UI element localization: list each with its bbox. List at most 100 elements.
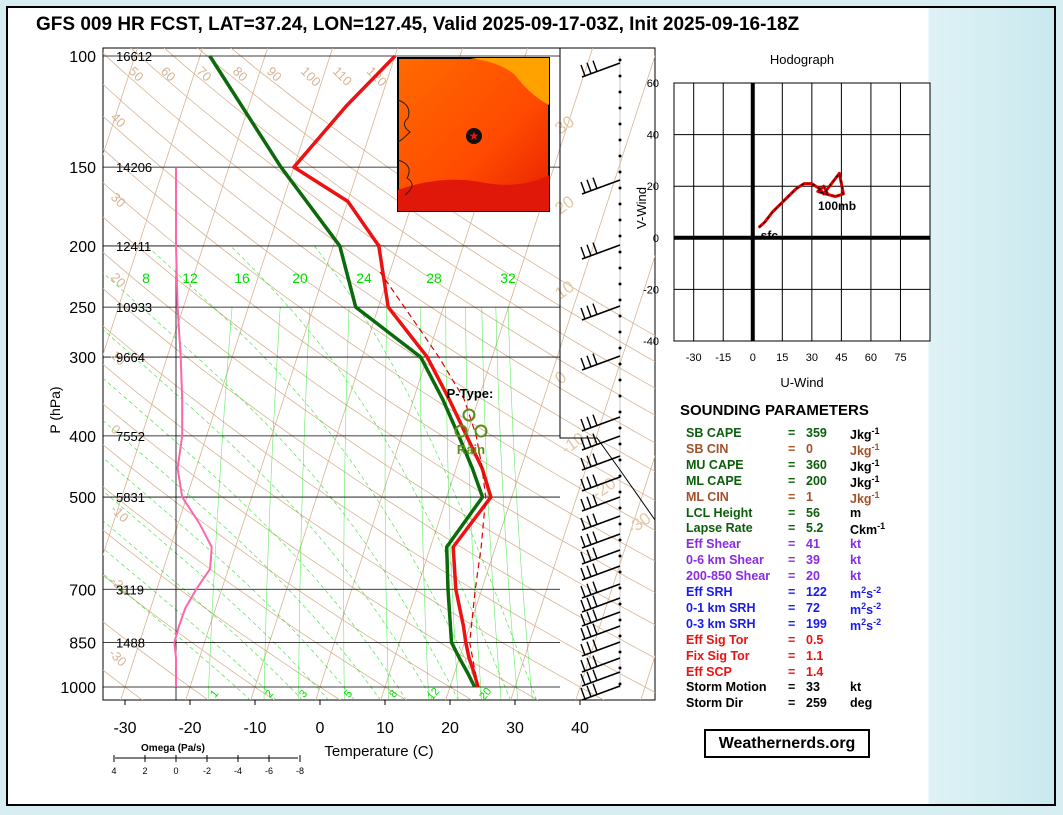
parameter-equals: = (788, 648, 796, 663)
barb-dot (618, 458, 622, 462)
unit-text: deg (850, 696, 873, 711)
hodograph-x-tick-label: 75 (894, 352, 906, 364)
parameter-value: 0.5 (806, 632, 824, 647)
barb-flag (580, 457, 586, 470)
barb-flag (592, 655, 598, 667)
parameter-unit: Jkg-1 (850, 458, 880, 474)
barb-flag (592, 494, 598, 506)
parameter-value: 72 (806, 600, 820, 615)
barb-dot (618, 74, 622, 78)
barb-flag (586, 416, 592, 429)
barb-flag (592, 303, 598, 315)
barb-flag (580, 437, 586, 450)
barb-dot (618, 154, 622, 158)
parameter-unit: m2s-2 (850, 617, 881, 633)
barb-dot (618, 58, 622, 62)
barb-dot (618, 186, 622, 190)
parameter-value: 1.1 (806, 648, 824, 663)
hodograph-line (757, 171, 845, 229)
barb-flag (580, 307, 586, 320)
barb-shaft (581, 455, 621, 471)
mixing-ratio-label: 20 (292, 270, 308, 286)
barb-flag (592, 414, 598, 426)
wind-barbs (559, 48, 656, 701)
mixing-ratio-line (507, 307, 533, 700)
dry-adiabat-line (197, 48, 655, 363)
barb-shaft (581, 496, 621, 512)
omega-axis-label: Omega (Pa/s) (141, 743, 205, 754)
x-tick-label: 10 (376, 720, 394, 737)
barb-shaft (581, 625, 621, 641)
omega-tick-label: -2 (203, 766, 211, 776)
barb-flag (586, 305, 592, 318)
mixing-ratio-label: 12 (182, 270, 198, 286)
barb-flag (586, 685, 592, 698)
moist-adiabat-line (146, 245, 485, 700)
barb-flag (580, 585, 586, 598)
height-label: 12411 (116, 239, 151, 254)
omega-axis: Omega (Pa/s) 4 2 0 -2 -4 -6 -8 (111, 743, 304, 776)
unit-text: Jkg (850, 444, 872, 459)
barb-flag (592, 563, 598, 575)
barb-flag (586, 565, 592, 578)
star-icon: ★ (469, 129, 480, 143)
parameter-value: 5.2 (806, 521, 824, 536)
parameter-unit: m2s-2 (850, 585, 881, 601)
parameter-unit: Jkg-1 (850, 490, 880, 506)
parameter-unit: Jkg-1 (850, 426, 880, 442)
barb-shaft (581, 685, 621, 701)
barb-shaft (581, 597, 621, 613)
wind-barb-icon (580, 453, 621, 471)
parameter-unit: Jkg-1 (850, 474, 880, 490)
barb-flag (580, 181, 586, 194)
unit-exponent: -2 (873, 600, 882, 611)
barb-flag (586, 455, 592, 468)
mixing-ratio-line (343, 307, 350, 700)
temperature-line (292, 54, 493, 688)
isotherm-line (103, 48, 204, 356)
parameter-name: Lapse Rate (686, 521, 753, 536)
parameter-equals: = (788, 632, 796, 647)
inset-map: ★ (397, 57, 550, 212)
barb-flag (592, 433, 598, 445)
hodograph-y-tick-label: 40 (647, 130, 659, 142)
barb-flag (580, 418, 586, 431)
wind-barb-icon (580, 609, 621, 627)
wind-barb-icon (580, 547, 621, 565)
parameter-name: SB CAPE (686, 426, 742, 440)
barb-shaft (581, 355, 621, 371)
wind-barb-icon (580, 563, 621, 581)
parameter-value: 20 (806, 569, 820, 584)
parameter-value: 1.4 (806, 664, 824, 679)
unit-text: Ckm (850, 523, 878, 538)
pressure-tick-label: 100 (69, 49, 96, 66)
barb-shaft (581, 671, 621, 687)
barb-flag (586, 533, 592, 546)
unit-exponent: -2 (873, 616, 882, 627)
parameter-equals: = (788, 569, 796, 584)
skew-t-frame (102, 47, 656, 701)
barb-dot (618, 538, 622, 542)
barb-dot (618, 410, 622, 414)
parameter-value: 200 (806, 473, 827, 488)
pressure-tick-label: 400 (69, 429, 96, 446)
barb-flag (592, 639, 598, 651)
hodograph-x-tick-label: 30 (806, 352, 818, 364)
isotherm-line (0, 27, 14, 700)
barb-dot (618, 234, 622, 238)
parameter-unit: kt (850, 537, 861, 551)
barb-flag (592, 581, 598, 593)
barb-flag (586, 179, 592, 192)
unit-text: kt (850, 680, 862, 695)
mixing-ratio-line (298, 307, 311, 700)
pressure-tick-label: 700 (69, 582, 96, 599)
barb-flag (580, 687, 586, 700)
barb-flag (580, 643, 586, 656)
dry-adiabat-line (103, 363, 605, 700)
parameter-value: 56 (806, 505, 820, 520)
moist-adiabat-line (103, 272, 459, 700)
height-label: 16612 (116, 49, 152, 64)
barb-flag (586, 611, 592, 624)
parameter-unit: kt (850, 553, 861, 567)
barb-dot (618, 522, 622, 526)
